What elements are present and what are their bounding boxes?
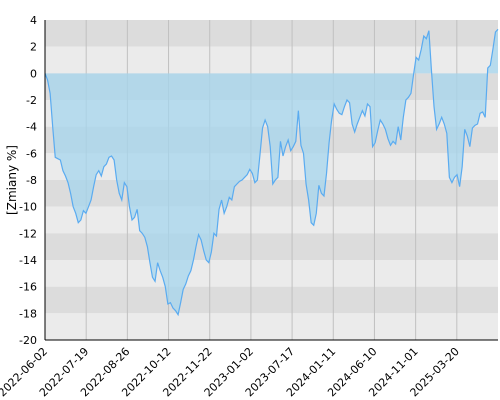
x-tick-labels: 2022-06-022022-07-192022-08-262022-10-12… [0, 345, 462, 399]
y-tick-label: 2 [30, 41, 37, 54]
y-tick-label: -4 [26, 121, 37, 134]
y-tick-label: 4 [30, 14, 37, 27]
y-axis-title: [Zmiany %] [5, 145, 19, 215]
y-tick-label: -10 [19, 201, 37, 214]
grid-band [45, 233, 498, 260]
grid-band [45, 206, 498, 234]
y-tick-label: -16 [19, 281, 37, 294]
series-line [44, 28, 499, 317]
y-tick-label: -2 [26, 94, 37, 107]
y-tick-label: -14 [19, 254, 37, 267]
grid-band [45, 260, 498, 287]
series-area-fill [45, 29, 498, 315]
y-tick-label: -12 [19, 227, 37, 240]
y-tick-label: -18 [19, 307, 37, 320]
y-tick-label: -8 [26, 174, 37, 187]
y-tick-label: -20 [19, 334, 37, 347]
y-tick-label: 0 [30, 67, 37, 80]
grid-band [45, 180, 498, 207]
grid-band [45, 286, 498, 314]
grid-band [45, 313, 498, 340]
y-tick-label: -6 [26, 147, 37, 160]
y-tick-labels: 4 2 0 -2 -4 -6 -8 -10 -12 -14 -16 -18 -20 [19, 14, 37, 347]
